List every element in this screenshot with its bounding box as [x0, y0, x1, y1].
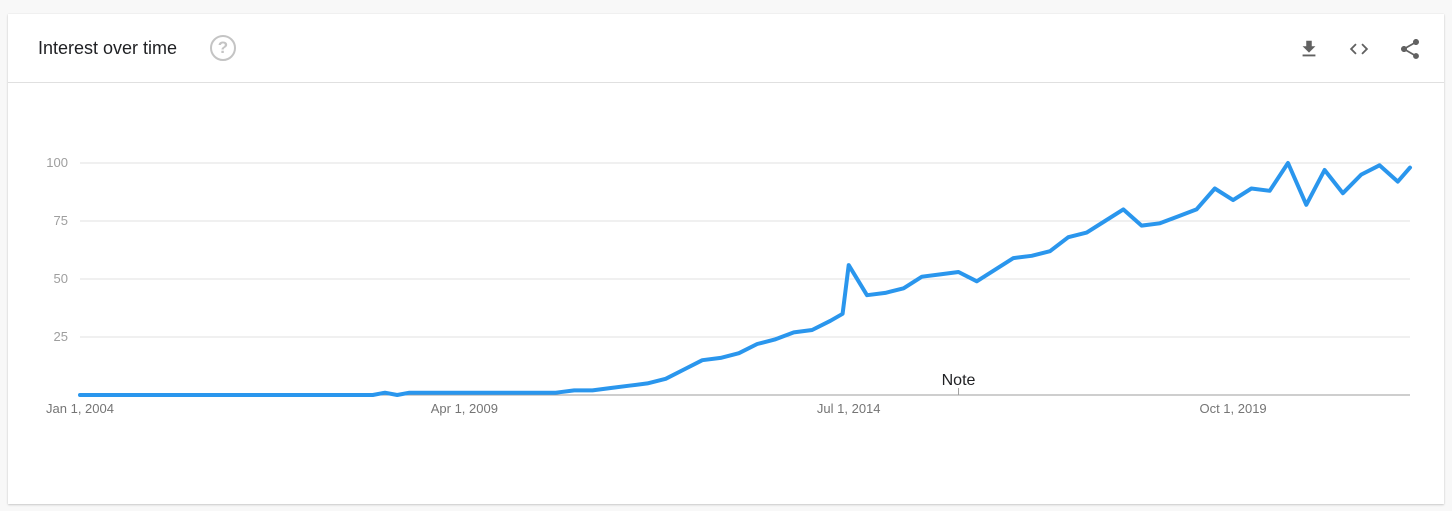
line-chart-svg: 25 50 75 100 Jan 1, 2004 Apr 1, 2009 Jul 1, 20…	[46, 155, 1412, 416]
help-circle-icon[interactable]: ?	[210, 35, 236, 61]
x-tick-label: Jul 1, 2014	[817, 401, 881, 416]
share-icon	[1401, 39, 1419, 59]
share-button[interactable]	[1395, 34, 1425, 64]
card-header: Interest over time ?	[8, 14, 1444, 83]
card-title: Interest over time	[38, 38, 178, 58]
x-tick-label: Oct 1, 2019	[1199, 401, 1266, 416]
y-tick-label: 75	[54, 213, 68, 228]
code-icon	[1349, 43, 1369, 55]
embed-button[interactable]	[1344, 34, 1374, 64]
y-tick-label: 100	[46, 155, 68, 170]
y-tick-label: 25	[54, 329, 68, 344]
download-button[interactable]	[1294, 34, 1324, 64]
x-tick-label: Jan 1, 2004	[46, 401, 114, 416]
download-icon	[1302, 40, 1316, 57]
line-chart: 25 50 75 100 Jan 1, 2004 Apr 1, 2009 Jul 1, 20…	[8, 14, 1444, 504]
series-line	[78, 161, 1412, 397]
note-label: Note	[942, 372, 976, 389]
x-tick-label: Apr 1, 2009	[431, 401, 498, 416]
y-tick-label: 50	[54, 271, 68, 286]
interest-over-time-card: Interest over time ? 25 50 75 100 Jan 1, 200…	[8, 14, 1444, 504]
